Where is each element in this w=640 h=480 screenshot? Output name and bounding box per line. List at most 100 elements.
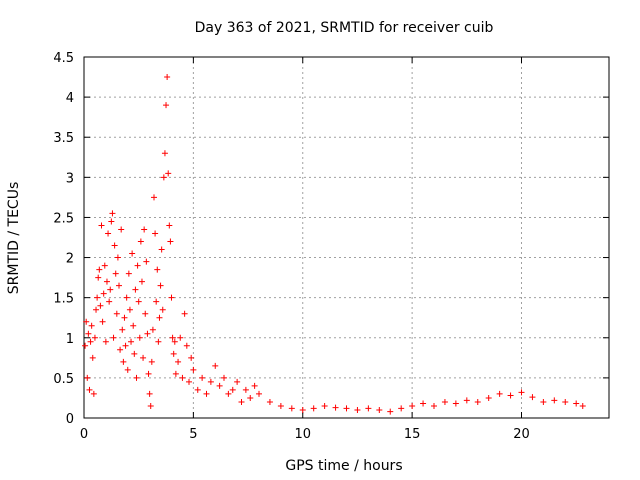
y-tick-label: 2 bbox=[66, 252, 74, 267]
y-tick-label: 2.5 bbox=[53, 211, 74, 226]
y-tick-label: 1 bbox=[66, 332, 74, 347]
data-point bbox=[83, 318, 90, 325]
data-point bbox=[194, 386, 201, 393]
data-point bbox=[101, 262, 108, 269]
data-point bbox=[142, 310, 149, 317]
y-tick-label: 0.5 bbox=[53, 372, 74, 387]
data-point bbox=[225, 390, 232, 397]
data-point bbox=[170, 350, 177, 357]
data-point bbox=[266, 398, 273, 405]
x-tick-label: 10 bbox=[294, 427, 311, 442]
data-point bbox=[203, 390, 210, 397]
data-point bbox=[171, 338, 178, 345]
data-point bbox=[154, 266, 161, 273]
data-point bbox=[234, 378, 241, 385]
data-point bbox=[343, 405, 350, 412]
data-point bbox=[177, 334, 184, 341]
y-tick-label: 3.5 bbox=[53, 131, 74, 146]
data-point bbox=[149, 326, 156, 333]
data-point bbox=[183, 342, 190, 349]
data-point bbox=[518, 389, 525, 396]
data-points bbox=[82, 74, 586, 415]
data-point bbox=[121, 314, 128, 321]
data-point bbox=[321, 402, 328, 409]
x-tick-label: 5 bbox=[189, 427, 197, 442]
data-point bbox=[207, 378, 214, 385]
data-point bbox=[216, 382, 223, 389]
x-axis-ticks: 0 5 10 15 20 bbox=[80, 57, 530, 442]
data-point bbox=[86, 386, 93, 393]
data-point bbox=[332, 404, 339, 411]
data-point bbox=[463, 397, 470, 404]
y-tick-label: 1.5 bbox=[53, 292, 74, 307]
data-point bbox=[251, 382, 258, 389]
data-point bbox=[105, 230, 112, 237]
data-point bbox=[186, 378, 192, 385]
data-point bbox=[109, 210, 116, 217]
y-tick-label: 3 bbox=[66, 171, 74, 186]
data-point bbox=[156, 314, 163, 321]
data-point bbox=[166, 222, 173, 229]
data-point bbox=[172, 370, 179, 377]
data-point bbox=[507, 392, 514, 399]
data-point bbox=[155, 338, 162, 345]
data-point bbox=[132, 286, 139, 293]
data-point bbox=[175, 358, 182, 365]
data-point bbox=[84, 374, 91, 381]
data-point bbox=[221, 374, 227, 381]
data-point bbox=[158, 246, 165, 253]
data-point bbox=[116, 282, 122, 289]
data-point bbox=[420, 400, 427, 407]
data-point bbox=[238, 398, 245, 405]
data-point bbox=[123, 294, 130, 301]
data-point bbox=[169, 334, 176, 341]
data-point bbox=[82, 342, 89, 349]
data-point bbox=[148, 358, 155, 365]
data-point bbox=[159, 306, 166, 313]
data-point bbox=[145, 370, 152, 377]
data-point bbox=[179, 374, 186, 381]
data-point bbox=[144, 330, 151, 337]
data-point bbox=[93, 306, 100, 313]
data-point bbox=[110, 334, 117, 341]
data-point bbox=[579, 402, 586, 409]
data-point bbox=[167, 238, 174, 245]
data-point bbox=[152, 230, 159, 237]
y-tick-label: 0 bbox=[66, 412, 74, 427]
data-point bbox=[94, 294, 101, 301]
data-point bbox=[376, 406, 383, 413]
data-point bbox=[117, 346, 124, 353]
data-point bbox=[496, 390, 503, 397]
data-point bbox=[146, 390, 153, 397]
data-point bbox=[91, 334, 98, 341]
data-point bbox=[163, 102, 170, 109]
data-point bbox=[111, 242, 118, 249]
data-point bbox=[97, 302, 104, 309]
data-point bbox=[129, 250, 136, 257]
data-point bbox=[143, 258, 150, 265]
data-point bbox=[529, 394, 536, 401]
data-point bbox=[441, 398, 448, 405]
data-point bbox=[141, 226, 148, 233]
data-point bbox=[242, 386, 249, 393]
data-point bbox=[310, 405, 317, 412]
data-point bbox=[113, 310, 120, 317]
data-point bbox=[299, 406, 306, 413]
data-point bbox=[485, 394, 492, 401]
data-point bbox=[256, 390, 262, 397]
y-tick-label: 4 bbox=[66, 91, 74, 106]
data-point bbox=[128, 338, 135, 345]
data-point bbox=[134, 262, 141, 269]
data-point bbox=[130, 322, 137, 329]
data-point bbox=[157, 282, 164, 289]
data-point bbox=[387, 408, 394, 415]
data-point bbox=[122, 342, 129, 349]
data-point bbox=[398, 405, 405, 412]
data-point bbox=[87, 338, 94, 345]
data-point bbox=[181, 310, 188, 317]
data-point bbox=[354, 406, 361, 413]
data-point bbox=[133, 374, 140, 381]
data-point bbox=[99, 318, 106, 325]
